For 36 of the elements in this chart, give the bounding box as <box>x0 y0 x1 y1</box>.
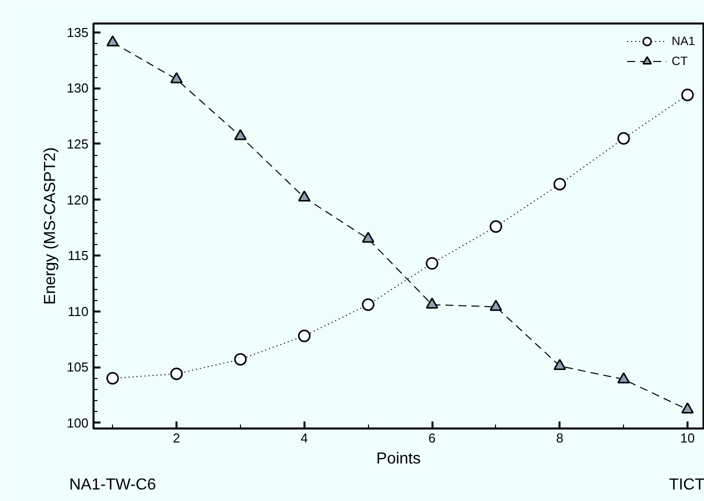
legend-label: CT <box>672 54 689 68</box>
x-tick-label: 4 <box>300 430 308 446</box>
point <box>362 298 374 311</box>
y-tick-label: 125 <box>66 136 89 152</box>
y-tick-label: 130 <box>66 80 89 96</box>
point <box>234 353 247 366</box>
text: TICT <box>668 476 704 494</box>
point <box>362 232 374 243</box>
point <box>681 88 694 102</box>
y-tick-label: 110 <box>68 304 89 319</box>
y-tick-label: 120 <box>66 192 89 208</box>
y-tick-label: 105 <box>66 360 89 375</box>
point <box>234 129 247 140</box>
point <box>490 300 502 311</box>
point <box>426 257 438 270</box>
point <box>617 132 630 145</box>
x-tick-label: 8 <box>556 430 564 446</box>
point <box>106 35 119 46</box>
x-tick-label: 10 <box>680 430 695 446</box>
point <box>170 72 183 84</box>
point <box>490 220 502 233</box>
x-axis-title: Points <box>376 450 421 468</box>
y-axis-title: Energy (MS-CASPT2) <box>42 147 59 305</box>
legend-label: NA1 <box>672 34 695 48</box>
x-tick-label: 2 <box>172 430 180 446</box>
y-tick-label: 135 <box>66 24 89 40</box>
y-tick-label: 100 <box>66 415 89 430</box>
text: NA1-TW-C6 <box>69 476 156 494</box>
point <box>426 298 438 309</box>
point <box>298 330 311 342</box>
point <box>170 368 183 380</box>
point <box>106 372 119 385</box>
y-tick-label: 115 <box>68 248 89 264</box>
x-tick-label: 6 <box>428 430 436 446</box>
point <box>298 190 311 202</box>
point <box>554 178 566 190</box>
